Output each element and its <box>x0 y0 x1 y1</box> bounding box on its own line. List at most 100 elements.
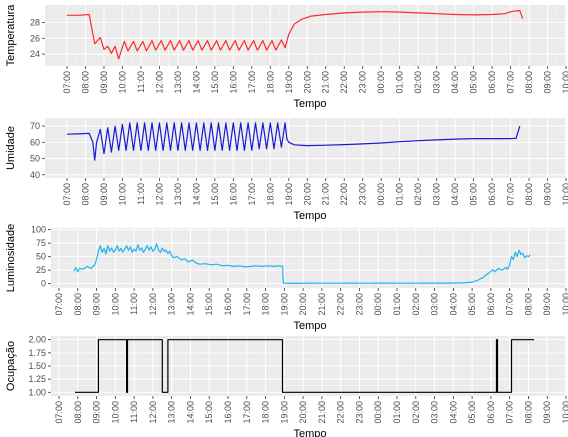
x-tick-label: 21:00 <box>321 71 331 94</box>
x-tick-label: 23:00 <box>354 401 364 424</box>
x-tick-label: 07:00 <box>62 183 72 206</box>
x-tick-label: 06:00 <box>486 401 496 424</box>
y-axis-title: Umidade <box>5 126 17 170</box>
y-tick-label: 1.25 <box>28 374 46 384</box>
x-tick-label: 00:00 <box>376 183 386 206</box>
x-tick-label: 09:00 <box>542 401 552 424</box>
x-tick-label: 22:00 <box>339 71 349 94</box>
data-series-line <box>67 9 524 60</box>
x-tick-label: 19:00 <box>284 183 294 206</box>
x-tick-label: 13:00 <box>173 71 183 94</box>
x-tick-label: 21:00 <box>321 183 331 206</box>
x-axis-title: Tempo <box>293 98 326 110</box>
x-tick-label: 01:00 <box>395 183 405 206</box>
x-tick-label: 22:00 <box>336 401 346 424</box>
x-tick-label: 00:00 <box>373 401 383 424</box>
x-tick-label: 09:00 <box>543 183 553 206</box>
x-tick-label: 16:00 <box>228 71 238 94</box>
x-tick-label: 09:00 <box>99 183 109 206</box>
x-tick-label: 11:00 <box>129 293 139 315</box>
chart-panel-4: 1.00 1.25 1.50 1.75 2.00 07:00 08:00 09:00 10:00… <box>5 335 568 437</box>
x-tick-label: 05:00 <box>469 71 479 94</box>
x-tick-label: 14:00 <box>191 183 201 206</box>
x-tick-label: 13:00 <box>173 183 183 206</box>
x-tick-label: 10:00 <box>117 183 127 206</box>
data-series-line <box>66 122 521 161</box>
x-tick-label: 11:00 <box>136 183 146 205</box>
x-tick-label: 01:00 <box>395 71 405 94</box>
x-tick-label: 10:00 <box>561 71 568 94</box>
x-tick-label: 08:00 <box>523 293 533 316</box>
y-tick-label: 0 <box>41 279 46 289</box>
x-tick-label: 21:00 <box>317 401 327 424</box>
y-tick-label: 50 <box>30 154 40 164</box>
chart-panel-2: 40 50 60 70 07:00 08:00 09:00 10:00 11:00 12:00 13… <box>5 118 568 222</box>
y-tick-label: 40 <box>30 170 40 180</box>
x-tick-label: 09:00 <box>99 71 109 94</box>
x-tick-label: 03:00 <box>432 71 442 94</box>
x-tick-label: 20:00 <box>298 401 308 424</box>
x-tick-label: 18:00 <box>265 183 275 206</box>
x-tick-label: 02:00 <box>411 293 421 316</box>
x-tick-label: 12:00 <box>148 293 158 316</box>
x-tick-label: 18:00 <box>261 293 271 316</box>
x-tick-label: 07:00 <box>62 71 72 94</box>
x-tick-label: 07:00 <box>505 401 515 424</box>
x-tick-label: 07:00 <box>506 71 516 94</box>
x-tick-label: 09:00 <box>92 293 102 316</box>
y-tick-label: 60 <box>30 137 40 147</box>
panel-background <box>51 228 566 288</box>
x-tick-label: 18:00 <box>265 71 275 94</box>
x-tick-label: 16:00 <box>223 401 233 424</box>
x-tick-label: 17:00 <box>242 293 252 316</box>
y-tick-label: 26 <box>30 33 40 43</box>
y-axis-title: Temperatura <box>5 4 17 67</box>
x-tick-label: 17:00 <box>242 401 252 424</box>
x-tick-label: 03:00 <box>430 401 440 424</box>
y-tick-label: 1.00 <box>28 387 46 397</box>
x-tick-label: 10:00 <box>561 183 568 206</box>
x-tick-label: 02:00 <box>411 401 421 424</box>
x-tick-label: 03:00 <box>432 183 442 206</box>
x-tick-label: 22:00 <box>339 183 349 206</box>
x-tick-label: 10:00 <box>561 293 568 316</box>
x-axis-title: Tempo <box>293 320 326 332</box>
x-tick-label: 02:00 <box>413 71 423 94</box>
x-tick-label: 00:00 <box>373 293 383 316</box>
y-tick-label: 28 <box>30 17 40 27</box>
x-tick-label: 23:00 <box>358 183 368 206</box>
x-tick-label: 01:00 <box>392 293 402 316</box>
x-tick-label: 04:00 <box>448 401 458 424</box>
x-tick-label: 19:00 <box>279 293 289 316</box>
x-tick-label: 21:00 <box>317 293 327 316</box>
x-tick-label: 09:00 <box>92 401 102 424</box>
x-tick-label: 08:00 <box>80 183 90 206</box>
x-tick-label: 12:00 <box>154 183 164 206</box>
x-tick-label: 17:00 <box>247 71 257 94</box>
x-tick-label: 15:00 <box>204 293 214 316</box>
x-tick-label: 05:00 <box>467 401 477 424</box>
x-tick-label: 13:00 <box>167 293 177 316</box>
x-tick-label: 07:00 <box>54 401 64 424</box>
x-tick-label: 06:00 <box>486 293 496 316</box>
x-tick-label: 17:00 <box>247 183 257 206</box>
y-tick-label: 50 <box>36 252 46 262</box>
x-tick-label: 08:00 <box>73 293 83 316</box>
x-tick-label: 08:00 <box>524 71 534 94</box>
data-series-line <box>75 339 535 393</box>
x-tick-label: 20:00 <box>302 183 312 206</box>
x-axis-title: Tempo <box>293 210 326 222</box>
y-axis-title: Luminosidade <box>5 224 17 293</box>
x-tick-label: 12:00 <box>148 401 158 424</box>
x-tick-label: 09:00 <box>542 293 552 316</box>
x-tick-label: 12:00 <box>154 71 164 94</box>
x-tick-label: 07:00 <box>506 183 516 206</box>
x-tick-label: 01:00 <box>392 401 402 424</box>
x-axis-title: Tempo <box>293 428 326 437</box>
x-tick-label: 15:00 <box>210 183 220 206</box>
x-tick-label: 14:00 <box>185 293 195 316</box>
x-tick-label: 08:00 <box>80 71 90 94</box>
x-tick-label: 23:00 <box>354 293 364 316</box>
x-tick-label: 15:00 <box>210 71 220 94</box>
x-tick-label: 10:00 <box>561 401 568 424</box>
